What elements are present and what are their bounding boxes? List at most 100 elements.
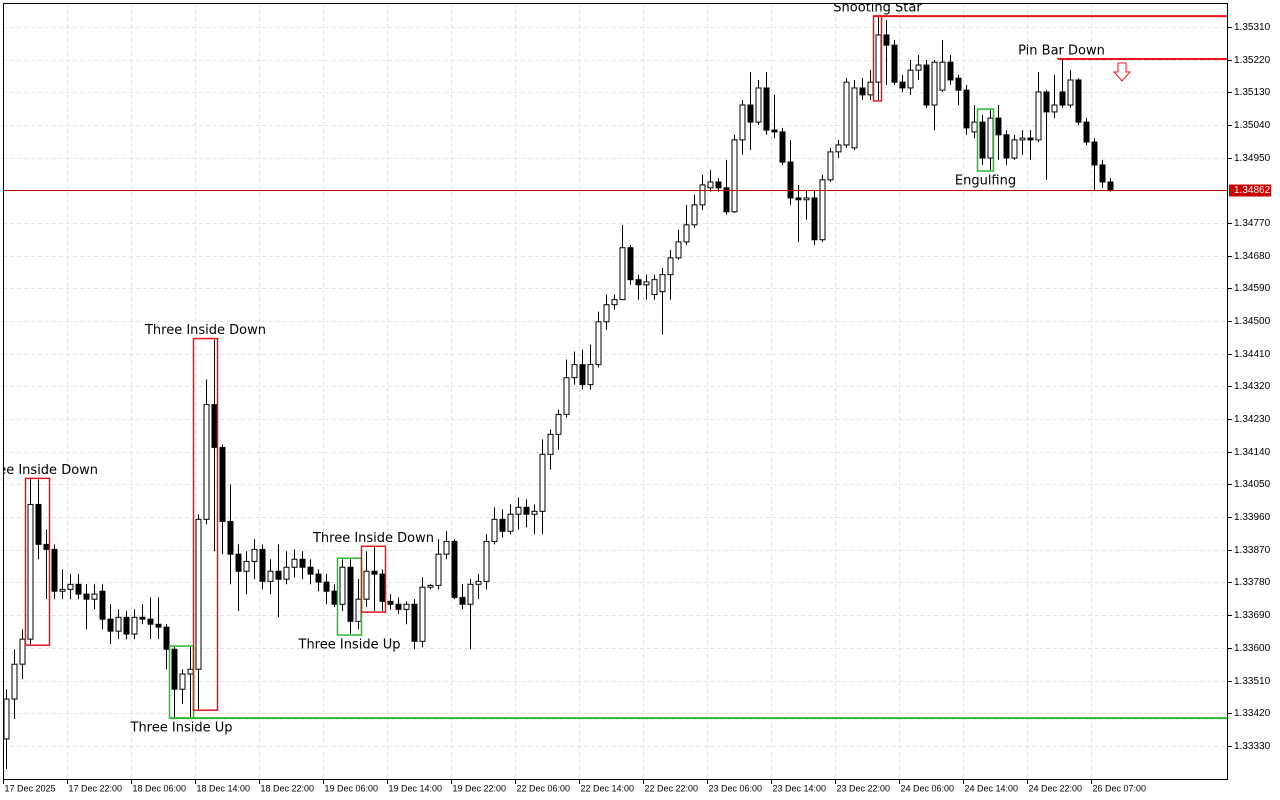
- candle-body: [499, 518, 506, 532]
- candle-body: [379, 573, 386, 602]
- candle-body: [139, 616, 146, 620]
- plot-area: Three Inside Down Three Inside Up Three In…: [0, 3, 1228, 770]
- y-tick-label: 1.33690: [1234, 610, 1271, 621]
- candle-body: [3, 698, 10, 740]
- y-tick-label: 1.33780: [1234, 577, 1271, 588]
- candle-body: [371, 570, 378, 575]
- candle-body: [987, 117, 994, 159]
- y-tick-label: 1.34950: [1234, 153, 1271, 164]
- candle-body: [147, 618, 154, 625]
- candle-body: [59, 588, 66, 592]
- candle-body: [1091, 141, 1098, 166]
- candle-body: [763, 87, 770, 131]
- x-tick-label: 18 Dec 06:00: [133, 783, 187, 793]
- candle-body: [563, 377, 570, 415]
- candle-body: [851, 87, 858, 149]
- candle-body: [771, 129, 778, 133]
- candle-body: [587, 364, 594, 386]
- candle-body: [875, 34, 882, 83]
- x-tick-label: 23 Dec 14:00: [773, 783, 827, 793]
- candle-body: [275, 570, 282, 580]
- candle-body: [91, 593, 98, 600]
- candle-body: [1107, 181, 1114, 191]
- candle-body: [411, 603, 418, 642]
- candle-body: [939, 61, 946, 91]
- candle-body: [491, 518, 498, 542]
- x-tick-label: 19 Dec 22:00: [453, 783, 507, 793]
- candle-body: [203, 404, 210, 520]
- candle-body: [475, 580, 482, 585]
- candle-body: [611, 299, 618, 306]
- pattern-label: Three Inside Up: [298, 638, 401, 653]
- candle-body: [1027, 137, 1034, 141]
- candle-body: [859, 87, 866, 96]
- x-tick-label: 22 Dec 22:00: [645, 783, 699, 793]
- candle-body: [419, 586, 426, 642]
- candle-body: [227, 520, 234, 555]
- y-tick-label: 1.35130: [1234, 87, 1271, 98]
- candle-body: [355, 598, 362, 622]
- candle-body: [283, 566, 290, 580]
- pattern-box: [360, 545, 387, 613]
- candle-body: [1075, 79, 1082, 123]
- y-tick-label: 1.34410: [1234, 349, 1271, 360]
- current-price-label: 1.34862: [1234, 185, 1271, 196]
- y-tick-label: 1.34500: [1234, 316, 1271, 327]
- candle-body: [51, 548, 58, 592]
- y-tick-label: 1.34050: [1234, 479, 1271, 490]
- pattern-label: Engulfing: [955, 174, 1016, 189]
- candle-body: [435, 553, 442, 586]
- candle-body: [723, 187, 730, 213]
- candle-body: [115, 616, 122, 632]
- candle-body: [1099, 164, 1106, 183]
- candle-body: [1035, 91, 1042, 141]
- x-tick-label: 18 Dec 14:00: [197, 783, 251, 793]
- y-tick-label: 1.35310: [1234, 22, 1271, 33]
- candle-body: [323, 581, 330, 592]
- candle-body: [291, 558, 298, 568]
- x-tick-label: 24 Dec 14:00: [965, 783, 1019, 793]
- candle-body: [675, 241, 682, 259]
- candle-body: [187, 668, 194, 675]
- candle-body: [843, 81, 850, 146]
- candle-body: [99, 590, 106, 620]
- candle-body: [891, 44, 898, 83]
- y-tick-label: 1.34230: [1234, 414, 1271, 425]
- candle-body: [163, 626, 170, 650]
- y-tick-label: 1.33510: [1234, 676, 1271, 687]
- candle-body: [731, 139, 738, 213]
- x-tick-label: 17 Dec 2025: [5, 783, 56, 793]
- candle-body: [667, 257, 674, 276]
- candle-body: [1067, 79, 1074, 106]
- candle-body: [299, 558, 306, 568]
- pattern-label: Three Inside Down: [144, 323, 266, 338]
- candle-body: [315, 573, 322, 583]
- x-tick-label: 24 Dec 22:00: [1029, 783, 1083, 793]
- y-tick-label: 1.33330: [1234, 741, 1271, 752]
- candle-body: [787, 161, 794, 199]
- x-tick-label: 26 Dec 07:00: [1093, 783, 1147, 793]
- candle-body: [643, 281, 650, 286]
- grid: [3, 3, 1228, 780]
- candle-body: [531, 510, 538, 515]
- candle-body: [443, 540, 450, 555]
- y-tick-label: 1.33960: [1234, 512, 1271, 523]
- candle-body: [579, 364, 586, 386]
- x-tick-label: 22 Dec 14:00: [581, 783, 635, 793]
- candle-body: [627, 247, 634, 281]
- candle-body: [635, 279, 642, 286]
- candle-body: [1019, 137, 1026, 141]
- candle-body: [827, 151, 834, 181]
- candle-body: [963, 89, 970, 129]
- pattern-label: Three Inside Down: [0, 463, 98, 478]
- candle-body: [571, 364, 578, 379]
- candle-body: [171, 648, 178, 690]
- pattern-label: Three Inside Up: [130, 721, 233, 736]
- candle-body: [19, 638, 26, 665]
- candle-body: [907, 69, 914, 89]
- candle-body: [107, 618, 114, 632]
- pattern-box: [976, 108, 995, 172]
- current-price-tag: [1229, 184, 1271, 197]
- candle-body: [923, 64, 930, 106]
